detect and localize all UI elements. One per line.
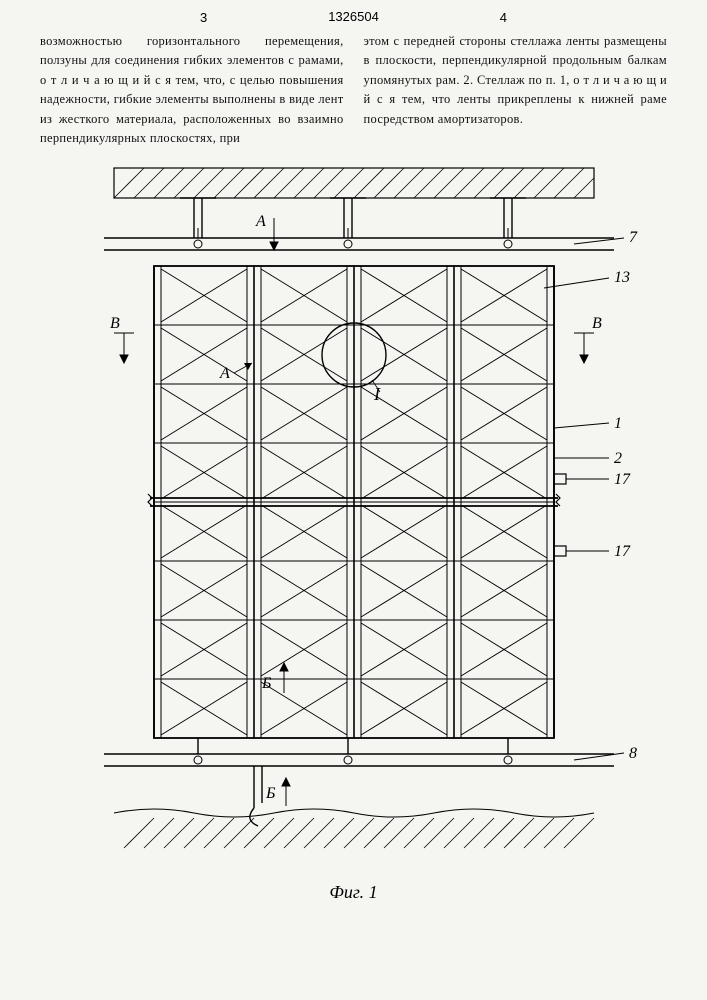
callout-17a: 17 (614, 471, 631, 488)
callout-1: 1 (614, 415, 622, 432)
callout-8: 8 (629, 745, 637, 762)
column-right: этом с передней стороны стеллажа ленты р… (364, 32, 668, 148)
figure-caption: Фиг. 1 (0, 882, 707, 903)
callout-2: 2 (614, 450, 622, 467)
label-B-bottom-right: Б (265, 785, 276, 802)
callout-17b: 17 (614, 543, 631, 560)
figure-1: А 7 I (54, 158, 654, 878)
page-number-left: 3 (200, 10, 207, 25)
callout-7: 7 (629, 229, 638, 246)
callout-13: 13 (614, 269, 630, 286)
label-A-top: А (255, 213, 266, 230)
page-number-right: 4 (500, 10, 507, 25)
label-B-bottom-left: Б (261, 675, 272, 692)
label-B-right: В (592, 315, 602, 332)
label-A-mid: А (219, 365, 230, 382)
text-columns: возможностью горизонтального перемещения… (0, 24, 707, 158)
column-left: возможностью горизонтального перемещения… (40, 32, 344, 148)
label-B-left: В (110, 315, 120, 332)
patent-number: 1326504 (0, 9, 707, 24)
